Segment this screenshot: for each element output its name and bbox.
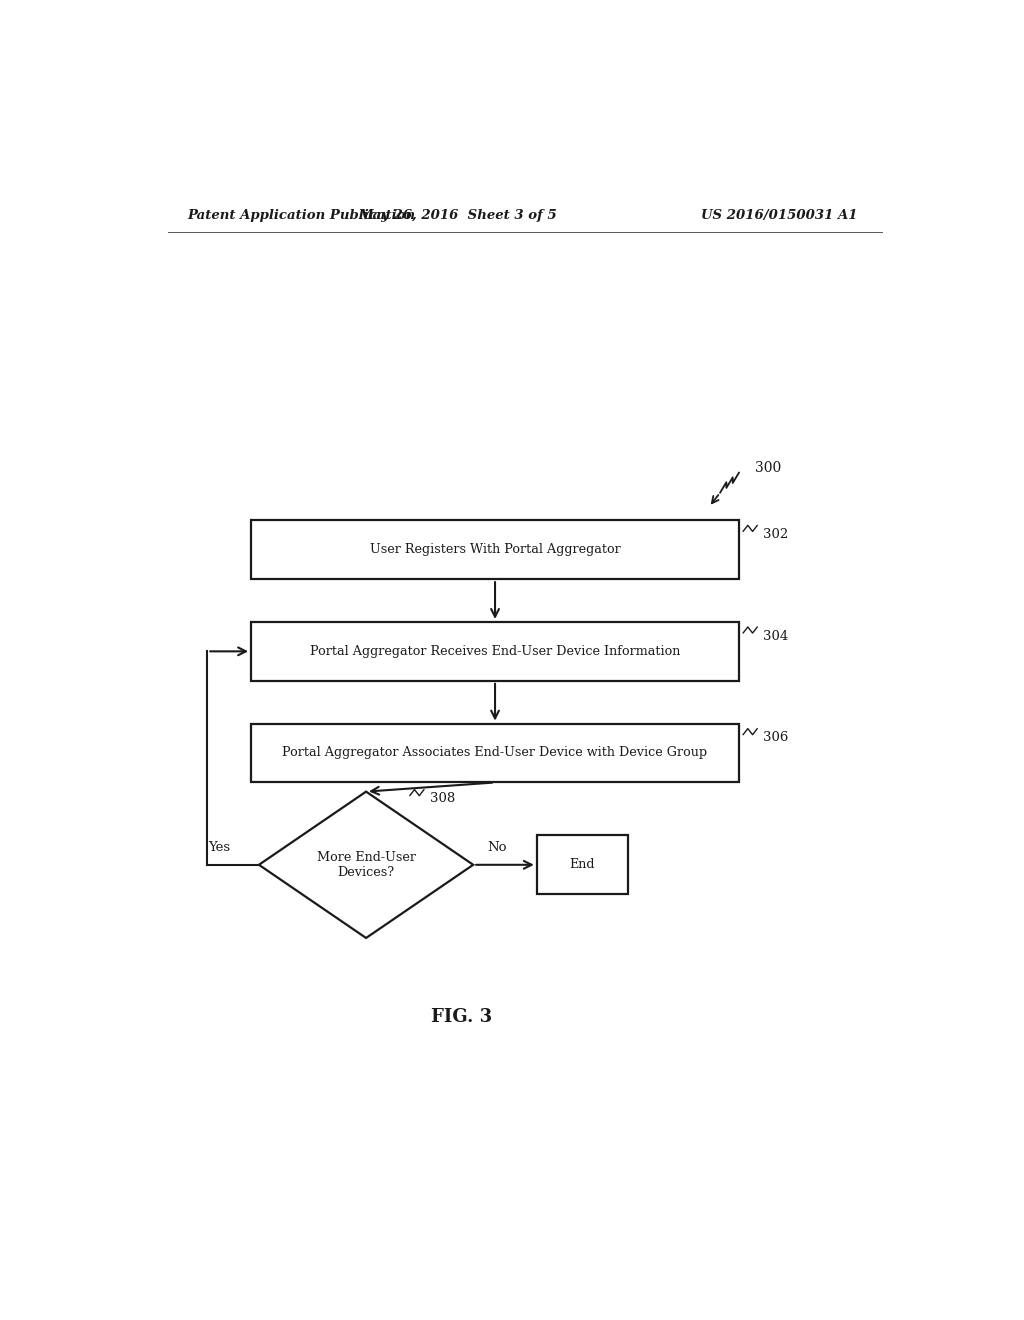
Text: No: No (487, 841, 507, 854)
Text: US 2016/0150031 A1: US 2016/0150031 A1 (700, 209, 857, 222)
Text: More End-User
Devices?: More End-User Devices? (316, 851, 416, 879)
Bar (251, 622, 739, 681)
Text: 302: 302 (763, 528, 788, 541)
Text: Portal Aggregator Associates End-User Device with Device Group: Portal Aggregator Associates End-User De… (283, 747, 708, 759)
Text: End: End (569, 858, 595, 871)
Bar (537, 836, 628, 894)
Text: User Registers With Portal Aggregator: User Registers With Portal Aggregator (370, 544, 621, 556)
Bar (251, 520, 739, 579)
Text: 304: 304 (763, 630, 788, 643)
Text: 308: 308 (430, 792, 455, 805)
Bar (251, 723, 739, 783)
Text: May 26, 2016  Sheet 3 of 5: May 26, 2016 Sheet 3 of 5 (358, 209, 557, 222)
Text: Portal Aggregator Receives End-User Device Information: Portal Aggregator Receives End-User Devi… (310, 645, 680, 657)
Text: 306: 306 (763, 731, 788, 744)
Text: Yes: Yes (208, 841, 230, 854)
Text: FIG. 3: FIG. 3 (431, 1008, 492, 1026)
Text: 300: 300 (755, 462, 781, 475)
Polygon shape (259, 792, 473, 939)
Text: Patent Application Publication: Patent Application Publication (187, 209, 416, 222)
